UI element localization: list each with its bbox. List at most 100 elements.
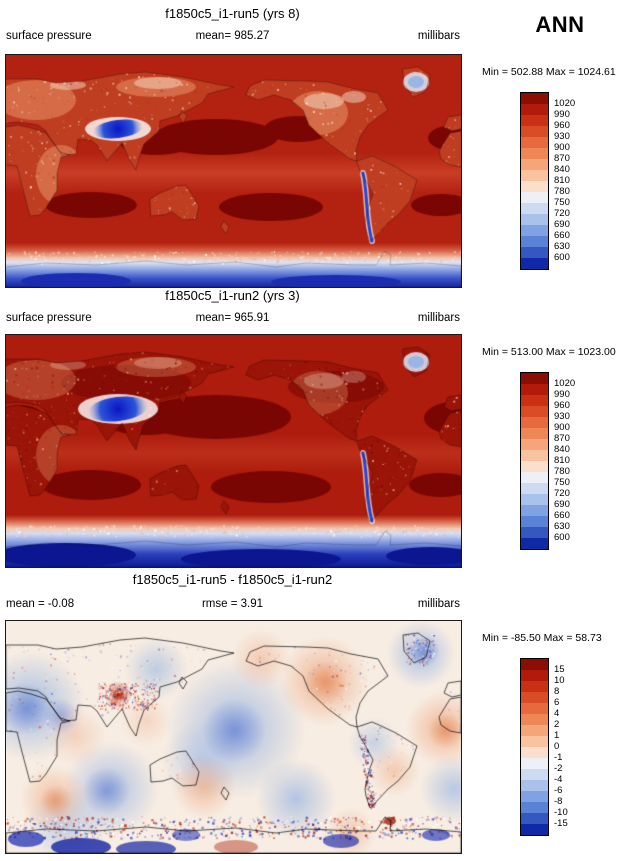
colorbar-cell [521, 258, 548, 269]
panel-title: f1850c5_i1-run2 (yrs 3) [165, 288, 300, 303]
colorbar-tick-label: 15 [554, 664, 565, 675]
colorbar-cell [521, 670, 548, 681]
colorbar-tick-label: 10 [554, 675, 565, 686]
colorbar-cell [521, 769, 548, 780]
colorbar-cell [521, 527, 548, 538]
colorbar-tick-label: 600 [554, 252, 570, 263]
colorbar-tick-label: 870 [554, 433, 570, 444]
pressure-map-run2 [5, 334, 462, 568]
difference-map [5, 620, 462, 854]
colorbar-tick-label: 900 [554, 142, 570, 153]
colorbar-cell [521, 725, 548, 736]
colorbar-cell [521, 824, 548, 835]
colorbar-bar [520, 658, 549, 836]
colorbar-bar [520, 372, 549, 550]
variable-label: surface pressure [6, 312, 92, 324]
colorbar-cell [521, 780, 548, 791]
mean-label: mean = -0.08 [6, 598, 75, 610]
colorbar-tick-label: 2 [554, 719, 560, 730]
colorbar-tick-label: 630 [554, 241, 570, 252]
colorbar-tick-label: 810 [554, 455, 570, 466]
colorbar-cell [521, 395, 548, 406]
minmax-label: Min = 502.88 Max = 1024.61 [482, 66, 616, 78]
colorbar-cell [521, 659, 548, 670]
colorbar-bar [520, 92, 549, 270]
colorbar-cell [521, 791, 548, 802]
minmax-label: Min = 513.00 Max = 1023.00 [482, 346, 616, 358]
colorbar-tick-label: -10 [554, 807, 568, 818]
colorbar-tick-label: 930 [554, 411, 570, 422]
colorbar-tick-label: 4 [554, 708, 560, 719]
colorbar: 1020 990 960 930 900 870 840 810 780 750 720 690 660… [520, 92, 590, 270]
minmax-label: Min = -85.50 Max = 58.73 [482, 632, 602, 644]
colorbar-cell [521, 461, 548, 472]
variable-label: surface pressure [6, 30, 92, 42]
colorbar-tick-label: 1020 [554, 98, 576, 109]
colorbar-tick-label: 840 [554, 444, 570, 455]
colorbar-cell [521, 170, 548, 181]
colorbar-cell [521, 417, 548, 428]
mean-label: mean= 965.91 [195, 312, 270, 324]
colorbar-tick-label: 1020 [554, 378, 576, 389]
colorbar-cell [521, 225, 548, 236]
colorbar-cell [521, 813, 548, 824]
colorbar-cell [521, 747, 548, 758]
colorbar-tick-label: 600 [554, 532, 570, 543]
colorbar-cell [521, 137, 548, 148]
colorbar-tick-label: 630 [554, 521, 570, 532]
pressure-map-run5 [5, 54, 462, 288]
colorbar-tick-label: 870 [554, 153, 570, 164]
colorbar-cell [521, 115, 548, 126]
colorbar-cell [521, 236, 548, 247]
units-label: millibars [417, 598, 460, 610]
colorbar-tick-label: 6 [554, 697, 560, 708]
colorbar-tick-label: 750 [554, 477, 570, 488]
colorbar: 15 10 8 6 4 2 1 0 -1 -2 -4 -6 -8 -10 -15 [520, 658, 590, 836]
colorbar-cell [521, 159, 548, 170]
colorbar-tick-label: 780 [554, 466, 570, 477]
colorbar-cell [521, 483, 548, 494]
colorbar-cell [521, 126, 548, 137]
colorbar-cell [521, 181, 548, 192]
colorbar-cell [521, 214, 548, 225]
colorbar-cell [521, 93, 548, 104]
colorbar-tick-label: 8 [554, 686, 560, 697]
colorbar-tick-label: 900 [554, 422, 570, 433]
colorbar-cell [521, 802, 548, 813]
colorbar-tick-label: 720 [554, 208, 570, 219]
colorbar-tick-label: 750 [554, 197, 570, 208]
colorbar-cell [521, 373, 548, 384]
colorbar-cell [521, 472, 548, 483]
colorbar-cell [521, 758, 548, 769]
colorbar-tick-label: -2 [554, 763, 563, 774]
colorbar-cell [521, 681, 548, 692]
colorbar: 1020 990 960 930 900 870 840 810 780 750 720 690 660… [520, 372, 590, 550]
colorbar-tick-label: 690 [554, 499, 570, 510]
colorbar-cell [521, 406, 548, 417]
colorbar-tick-label: 720 [554, 488, 570, 499]
colorbar-cell [521, 104, 548, 115]
colorbar-cell [521, 516, 548, 527]
mean-label: mean= 985.27 [195, 30, 270, 42]
colorbar-tick-label: -8 [554, 796, 563, 807]
colorbar-cell [521, 494, 548, 505]
colorbar-cell [521, 384, 548, 395]
colorbar-cell [521, 428, 548, 439]
colorbar-tick-label: 1 [554, 730, 560, 741]
colorbar-tick-label: -4 [554, 774, 563, 785]
panel-title: f1850c5_i1-run5 (yrs 8) [165, 6, 300, 21]
colorbar-cell [521, 439, 548, 450]
colorbar-cell [521, 692, 548, 703]
colorbar-cell [521, 703, 548, 714]
colorbar-tick-label: 960 [554, 400, 570, 411]
units-label: millibars [417, 30, 460, 42]
colorbar-cell [521, 247, 548, 258]
colorbar-tick-label: 690 [554, 219, 570, 230]
colorbar-tick-label: 960 [554, 120, 570, 131]
colorbar-tick-label: 660 [554, 510, 570, 521]
colorbar-cell [521, 736, 548, 747]
colorbar-cell [521, 505, 548, 516]
panel-title: f1850c5_i1-run5 - f1850c5_i1-run2 [132, 572, 333, 587]
rmse-label: rmse = 3.91 [201, 598, 264, 610]
